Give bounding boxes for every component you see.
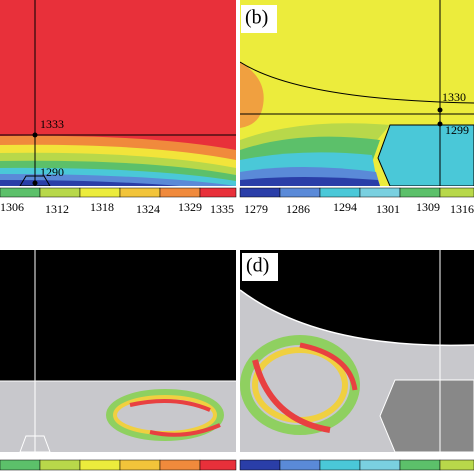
colorbar-a-ticks: 1306 1312 1318 1324 1329 1335	[0, 200, 234, 216]
colorbar-tick: 1286	[286, 202, 310, 216]
colorbar-c	[0, 459, 237, 471]
colorbar-tick: 1324	[136, 202, 160, 216]
colorbar-tick: 1301	[376, 202, 400, 216]
colorbar-a	[0, 187, 237, 198]
panel-label: (b)	[245, 7, 268, 29]
annotation: 1290	[40, 165, 64, 179]
colorbar-b-ticks: 1279 1286 1294 1301 1309 1316	[244, 200, 474, 216]
colorbar-b	[239, 187, 474, 198]
colorbar-tick: 1316	[450, 202, 474, 216]
colorbar-tick: 1279	[244, 202, 268, 216]
annotation: 1330	[442, 90, 466, 104]
annotation: 1333	[40, 117, 64, 131]
panel-d: (d)	[240, 250, 474, 452]
panel-b: (b) 1330 1299	[240, 0, 474, 186]
colorbar-tick: 1309	[416, 200, 440, 214]
panel-a: 1333 1290	[0, 0, 236, 186]
annotation: 1299	[445, 123, 469, 137]
colorbar-tick: 1294	[333, 200, 357, 214]
colorbar-d	[239, 459, 474, 471]
panel-label: (d)	[246, 255, 269, 277]
colorbar-tick: 1329	[178, 200, 202, 214]
colorbar-tick: 1312	[45, 202, 69, 216]
panel-c	[0, 250, 236, 452]
colorbar-tick: 1335	[210, 202, 234, 216]
colorbar-tick: 1306	[0, 200, 24, 214]
colorbar-tick: 1318	[90, 200, 114, 214]
